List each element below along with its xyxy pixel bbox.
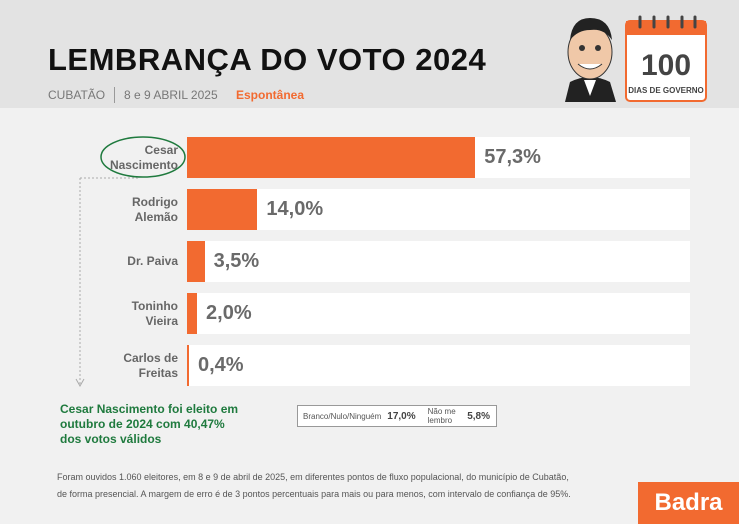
bar-track (187, 293, 690, 334)
brand-logo: Badra (638, 482, 739, 524)
caricature (565, 18, 616, 102)
footnote: Foram ouvidos 1.060 eleitores, em 8 e 9 … (57, 472, 569, 482)
badge-number: 100 (641, 49, 691, 82)
annotation: Cesar Nascimento foi eleito em outubro d… (60, 402, 239, 446)
other-name: Branco/Nulo/Ninguém (303, 411, 382, 421)
category-label: Toninho Vieira (131, 298, 178, 328)
value-label: 57,3% (484, 146, 541, 168)
other-value: 17,0% (387, 410, 416, 422)
value-label: 0,4% (198, 354, 244, 376)
others-box: Branco/Nulo/Ninguém 17,0% Não me lembro … (297, 405, 497, 427)
header (0, 0, 739, 108)
bar-track (187, 189, 690, 230)
separator (114, 87, 115, 103)
category-label: Carlos de Freitas (123, 350, 178, 380)
subtitle: Espontânea (236, 88, 305, 102)
other-name: Não me lembro (427, 407, 456, 425)
highlight (75, 136, 186, 388)
value-label: 2,0% (206, 302, 252, 324)
calendar-badge: 100 DIAS DE GOVERNO (625, 15, 707, 102)
bar (187, 345, 189, 386)
bar (187, 241, 205, 282)
category-label: Rodrigo Alemão (132, 194, 178, 224)
badge-text: DIAS DE GOVERNO (628, 86, 704, 95)
value-label: 14,0% (266, 198, 324, 220)
bar (187, 137, 476, 178)
other-value: 5,8% (467, 410, 490, 422)
bar (187, 293, 198, 334)
chart-title: LEMBRANÇA DO VOTO 2024 (48, 42, 487, 77)
category-label: Cesar Nascimento (109, 142, 178, 172)
bar (187, 189, 258, 230)
bar-track (187, 241, 690, 282)
subtitle: CUBATÃO (48, 88, 106, 102)
category-label: Dr. Paiva (127, 254, 178, 268)
value-label: 3,5% (213, 250, 260, 272)
subtitle: 8 e 9 ABRIL 2025 (124, 88, 218, 102)
footnote: de forma presencial. A margem de erro é … (57, 489, 571, 499)
bar-track (187, 345, 690, 386)
